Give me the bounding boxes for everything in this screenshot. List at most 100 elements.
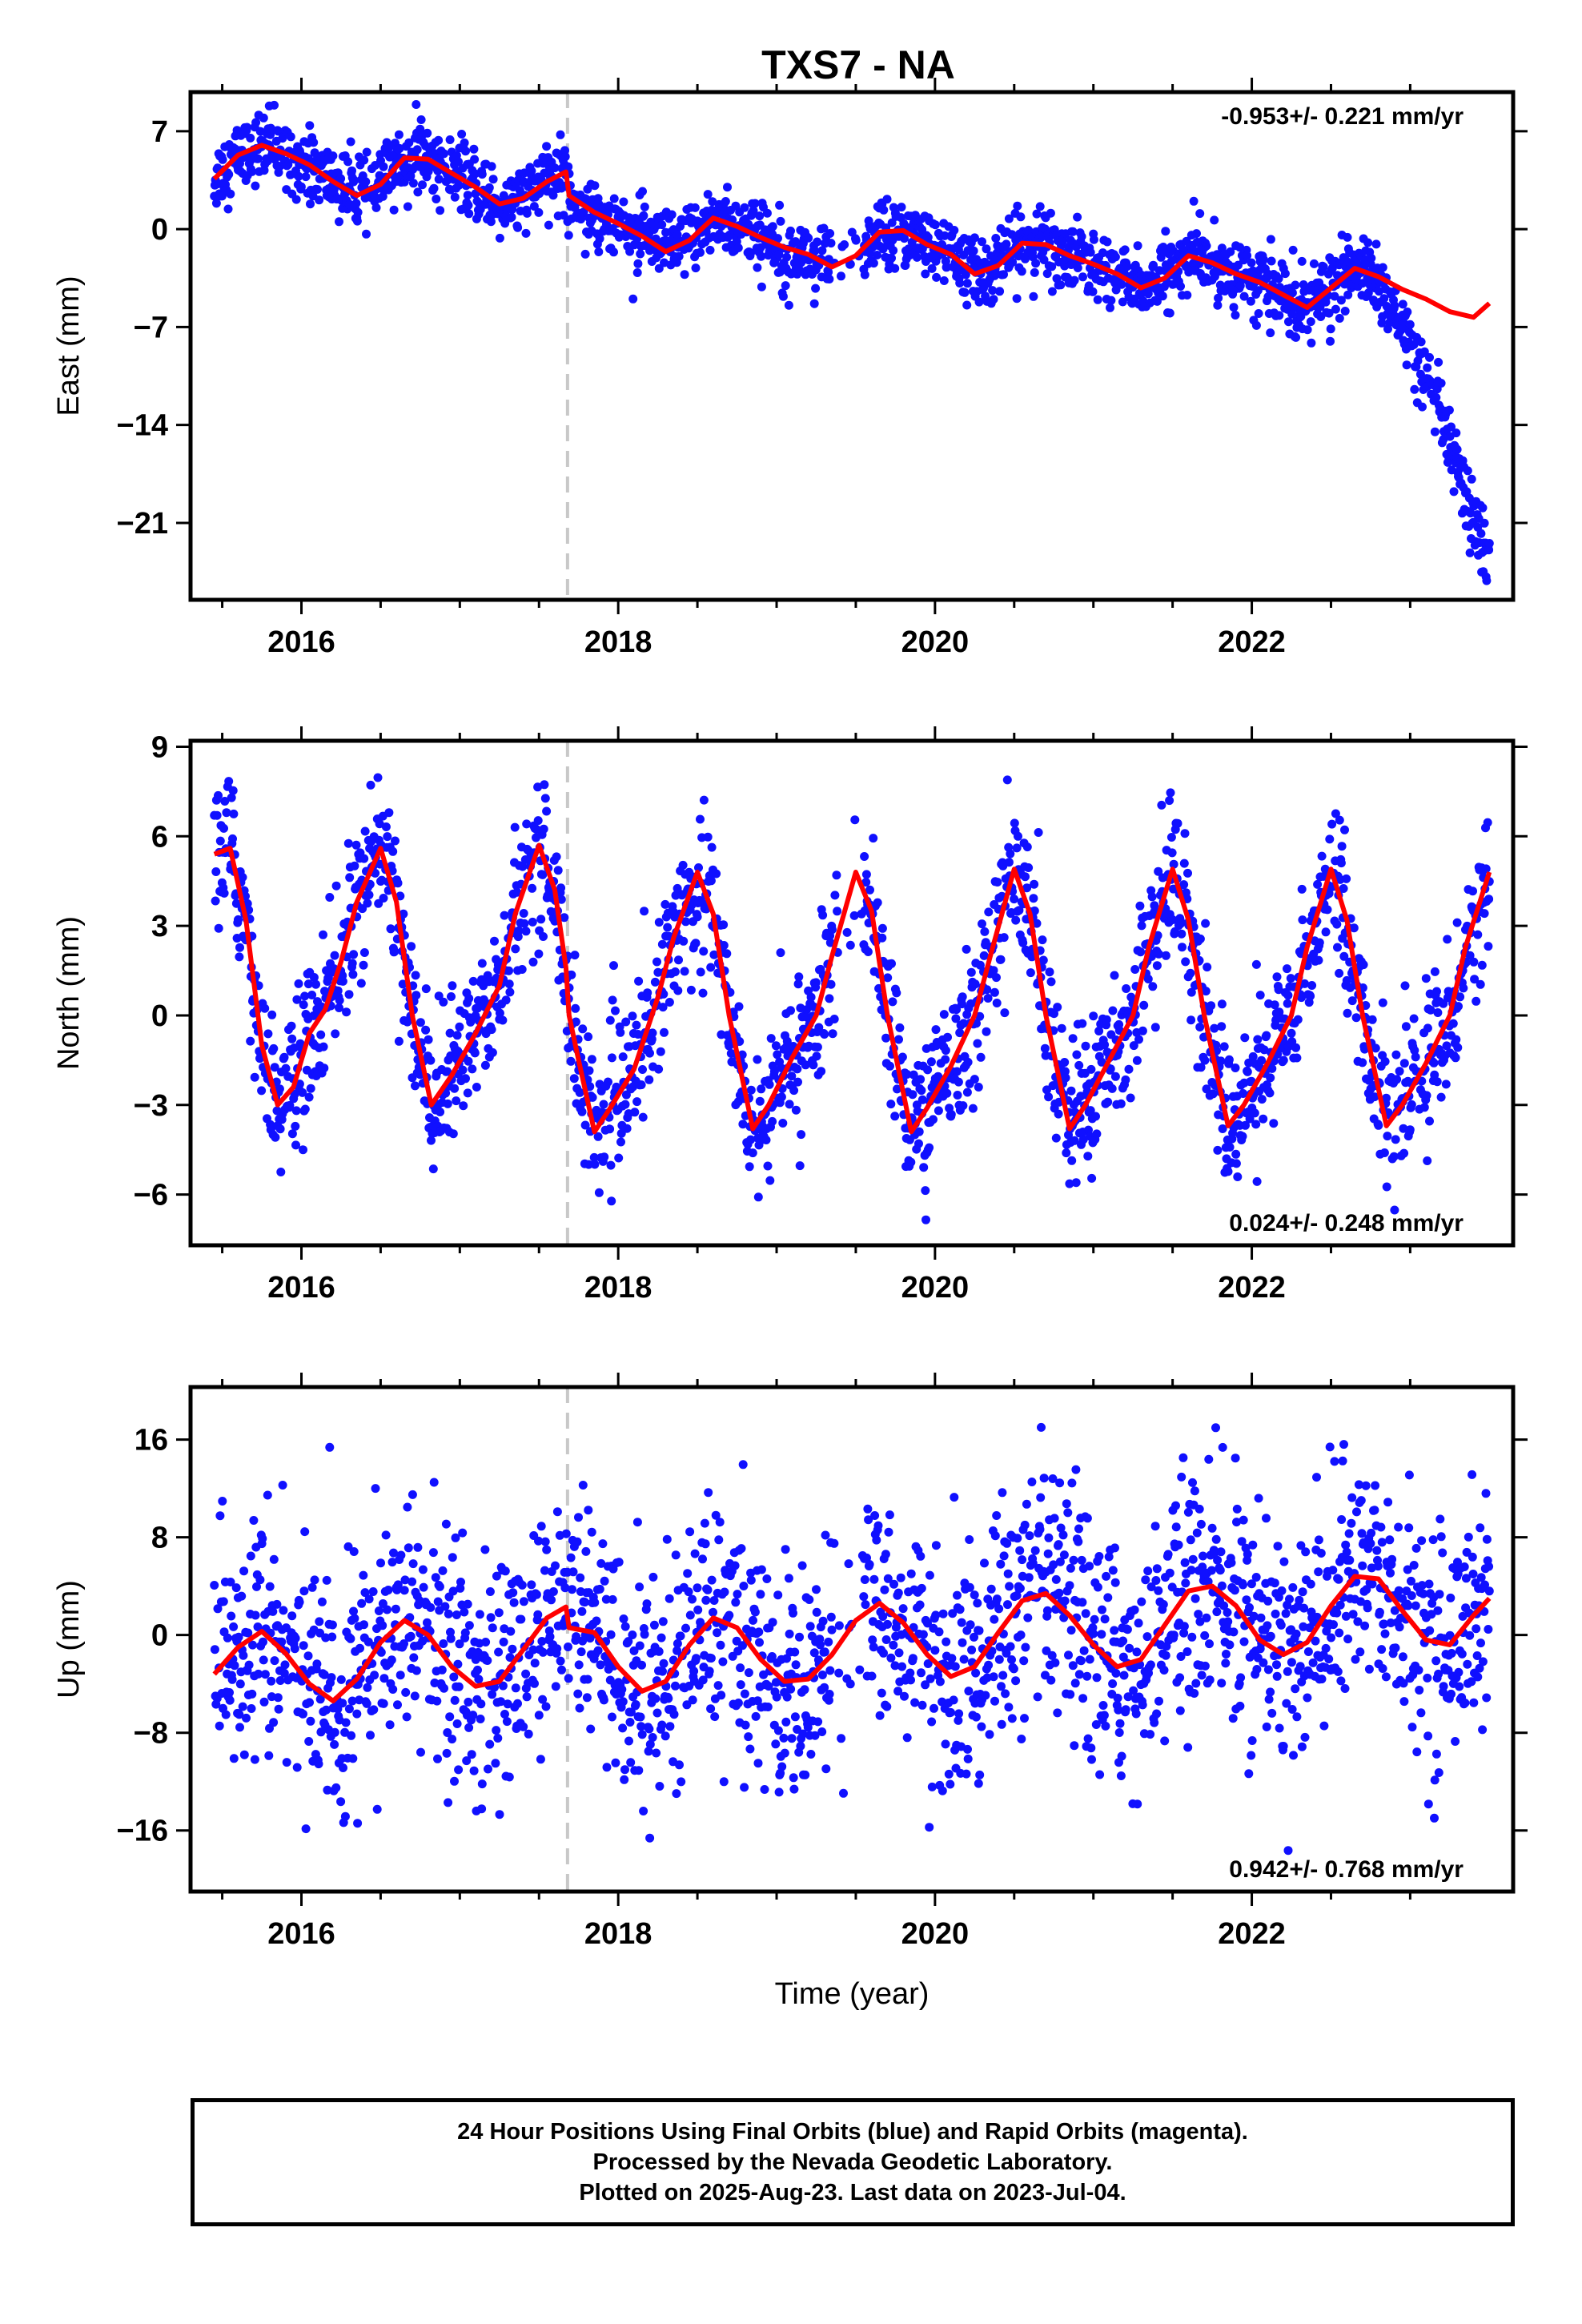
data-point — [452, 1031, 462, 1040]
data-point — [444, 1798, 453, 1807]
data-point — [753, 1759, 763, 1768]
data-point — [761, 1136, 771, 1144]
data-point — [826, 979, 836, 989]
data-point — [1217, 999, 1227, 1009]
data-point — [830, 891, 840, 900]
data-point — [1367, 253, 1376, 263]
data-point — [364, 891, 374, 899]
data-point — [707, 842, 717, 852]
data-point — [606, 1160, 616, 1170]
data-point — [335, 1003, 343, 1012]
data-point — [1122, 262, 1132, 271]
data-point — [384, 143, 394, 152]
data-point — [560, 913, 569, 923]
data-point — [638, 1065, 647, 1074]
data-point — [773, 234, 782, 243]
data-point — [460, 138, 469, 147]
data-point — [346, 1634, 355, 1643]
data-point — [581, 194, 591, 203]
data-point — [1024, 863, 1034, 872]
data-point — [734, 1002, 744, 1011]
data-point — [657, 220, 667, 230]
data-point — [894, 1035, 903, 1044]
data-point — [1448, 1019, 1458, 1028]
data-point — [314, 1759, 323, 1769]
data-point — [556, 130, 565, 139]
data-point — [472, 1083, 481, 1092]
data-point — [433, 1754, 442, 1763]
data-point — [698, 1675, 708, 1685]
data-point — [214, 790, 223, 800]
data-point — [1274, 985, 1283, 995]
data-point — [661, 1731, 670, 1741]
data-point — [396, 1671, 405, 1680]
data-point — [1241, 1120, 1250, 1130]
data-point — [416, 1018, 425, 1027]
data-point — [825, 275, 834, 283]
data-point — [587, 1055, 596, 1064]
data-point — [1120, 245, 1130, 255]
data-point — [378, 1621, 387, 1630]
data-point — [1347, 996, 1357, 1006]
data-point — [1339, 884, 1348, 893]
data-point — [632, 1518, 642, 1527]
data-point — [1465, 548, 1475, 557]
data-point — [431, 1573, 440, 1582]
data-point — [665, 1722, 675, 1731]
data-point — [640, 202, 649, 211]
data-point — [626, 1758, 636, 1767]
data-point — [1030, 267, 1039, 277]
data-point — [434, 135, 444, 145]
data-point — [229, 809, 239, 818]
data-point — [1469, 957, 1479, 967]
data-point — [950, 226, 959, 235]
data-point — [926, 1057, 936, 1067]
data-point — [719, 920, 729, 930]
x-tick-label: 2018 — [584, 625, 652, 659]
data-point — [1265, 1088, 1275, 1098]
data-point — [580, 249, 590, 259]
data-point — [391, 1604, 400, 1614]
data-point — [1060, 1058, 1070, 1067]
data-point — [784, 1574, 793, 1583]
data-point — [572, 1632, 581, 1642]
data-point — [940, 231, 950, 240]
data-point — [246, 1036, 255, 1046]
data-point — [462, 1756, 472, 1766]
data-point — [1143, 975, 1153, 983]
data-point — [590, 181, 600, 191]
data-point — [243, 123, 251, 132]
data-point — [738, 1120, 748, 1129]
data-point — [454, 180, 464, 190]
data-point — [1399, 1059, 1409, 1068]
data-point — [532, 1590, 541, 1599]
data-point — [448, 1735, 457, 1744]
data-point — [539, 932, 548, 941]
data-point — [764, 1682, 773, 1691]
data-point — [974, 1083, 983, 1092]
data-point — [502, 1717, 512, 1727]
data-point — [927, 263, 937, 273]
data-point — [359, 948, 369, 957]
data-point — [951, 1014, 961, 1023]
data-point — [1382, 1182, 1391, 1192]
data-point — [470, 155, 480, 164]
data-point — [1243, 251, 1252, 260]
data-point — [713, 1628, 722, 1638]
data-point — [649, 1620, 659, 1630]
data-point — [914, 1139, 923, 1148]
data-point — [909, 1070, 918, 1080]
data-point — [1411, 1052, 1420, 1062]
data-point — [709, 1596, 719, 1605]
data-point — [511, 944, 520, 954]
data-point — [1363, 238, 1373, 247]
data-point — [791, 237, 801, 247]
data-point — [626, 1707, 636, 1717]
data-point — [1010, 895, 1019, 904]
data-points-east — [210, 100, 1494, 585]
data-point — [1181, 957, 1191, 967]
data-point — [722, 949, 732, 959]
data-point — [448, 1129, 458, 1139]
data-point — [654, 1064, 664, 1074]
data-point — [1340, 825, 1349, 834]
